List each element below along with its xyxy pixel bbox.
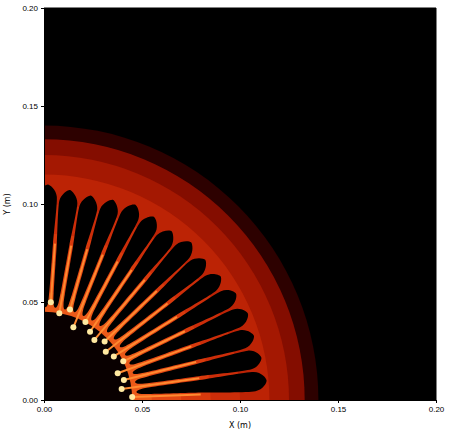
- spike: [118, 346, 192, 373]
- density-ring: [44, 175, 269, 400]
- x-tick: 0.15: [331, 400, 347, 414]
- frame: [44, 8, 436, 9]
- x-tick: 0.05: [135, 400, 151, 414]
- spike-tip: [129, 394, 135, 400]
- density-ring: [44, 126, 318, 400]
- spike: [123, 331, 185, 361]
- spike-tip: [91, 337, 97, 343]
- spike: [51, 244, 55, 303]
- x-axis-line: [45, 401, 437, 404]
- spike-tip: [120, 358, 126, 364]
- spike: [124, 362, 196, 380]
- x-tick-label: 0.20: [429, 405, 445, 414]
- spike-tip: [111, 353, 117, 359]
- spike: [59, 246, 71, 314]
- bubble: [136, 372, 266, 394]
- density-ring: [44, 312, 132, 400]
- x-tick-label: 0.10: [233, 405, 249, 414]
- y-tick-label: 0.15: [22, 102, 38, 111]
- spike-tip: [119, 386, 125, 392]
- density-ring: [44, 116, 328, 400]
- x-axis-title: X (m): [229, 421, 251, 430]
- y-tick-mark: [41, 302, 44, 303]
- spike-tip: [70, 324, 76, 330]
- x-axis: 0.00 0.05 0.10 0.15 0.20: [37, 400, 445, 414]
- frame: [436, 8, 437, 400]
- x-tick: 0.20: [429, 400, 445, 414]
- x-tick-mark: [142, 400, 143, 403]
- x-tick-label: 0.15: [331, 405, 347, 414]
- density-ring: [44, 139, 305, 400]
- x-tick-label: 0.00: [37, 405, 53, 414]
- x-tick-label: 0.05: [135, 405, 151, 414]
- y-tick: 0.20: [22, 4, 44, 13]
- plot-area: [44, 8, 436, 400]
- spike-tip: [67, 307, 73, 313]
- y-tick: 0.10: [22, 200, 44, 209]
- y-tick-mark: [41, 400, 44, 401]
- y-axis: 0.00 0.05 0.10 0.15 0.20: [22, 4, 44, 405]
- spike-tip: [82, 319, 88, 325]
- chart: 0.00 0.05 0.10 0.15 0.20 0.00 0.05 0.10 0.15 0.20…: [0, 0, 454, 445]
- spike-tip: [87, 329, 93, 335]
- y-tick: 0.05: [22, 298, 44, 307]
- y-tick-mark: [41, 204, 44, 205]
- y-axis-line: [41, 9, 45, 401]
- y-tick-label: 0.00: [22, 396, 38, 405]
- spike-tip: [102, 338, 108, 344]
- y-tick-label: 0.20: [22, 4, 38, 13]
- x-tick-mark: [338, 400, 339, 403]
- spike-tip: [48, 299, 54, 305]
- density-ring: [44, 155, 289, 400]
- spike-tip: [56, 310, 62, 316]
- x-tick: 0.10: [233, 400, 249, 414]
- y-tick: 0.00: [22, 396, 44, 405]
- spike: [132, 395, 201, 397]
- y-tick-mark: [41, 8, 44, 9]
- y-tick-label: 0.10: [22, 200, 38, 209]
- x-tick-mark: [240, 400, 241, 403]
- spike-tip: [121, 377, 127, 383]
- x-tick-mark: [436, 400, 437, 403]
- y-axis-title: Y (m): [3, 193, 12, 215]
- y-tick-label: 0.05: [22, 298, 38, 307]
- x-tick: 0.00: [37, 400, 53, 414]
- y-tick: 0.15: [22, 102, 44, 111]
- y-tick-mark: [41, 106, 44, 107]
- spike: [122, 378, 200, 389]
- spike-tip: [115, 370, 121, 376]
- spike-tip: [103, 349, 109, 355]
